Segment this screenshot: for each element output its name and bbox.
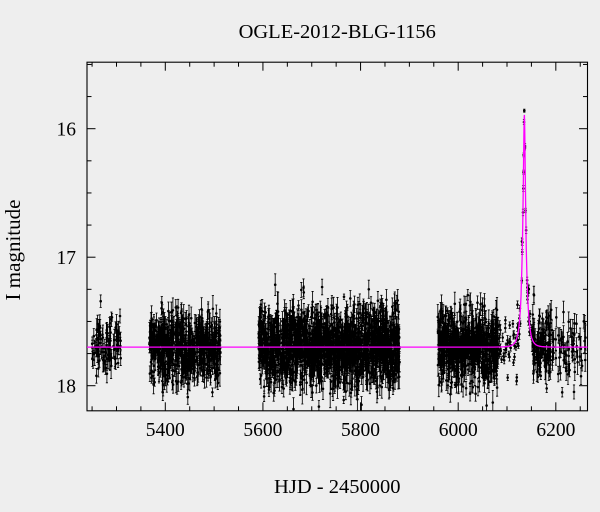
svg-text:HJD - 2450000: HJD - 2450000 xyxy=(274,476,400,498)
svg-text:5400: 5400 xyxy=(146,420,185,441)
svg-text:5600: 5600 xyxy=(243,420,282,441)
svg-text:6000: 6000 xyxy=(439,420,478,441)
svg-text:16: 16 xyxy=(57,120,77,141)
svg-text:17: 17 xyxy=(57,248,77,269)
svg-text:I magnitude: I magnitude xyxy=(1,200,25,301)
svg-text:18: 18 xyxy=(57,377,77,398)
svg-text:OGLE-2012-BLG-1156: OGLE-2012-BLG-1156 xyxy=(239,21,436,43)
svg-text:5800: 5800 xyxy=(341,420,380,441)
svg-text:6200: 6200 xyxy=(536,420,575,441)
